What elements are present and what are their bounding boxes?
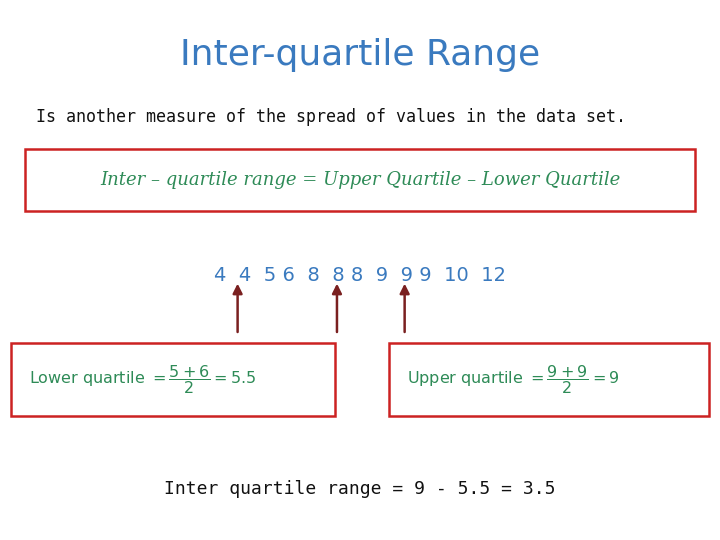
Text: Is another measure of the spread of values in the data set.: Is another measure of the spread of valu… [36, 108, 626, 126]
Text: Lower quartile $= \dfrac{5+6}{2} = 5.5$: Lower quartile $= \dfrac{5+6}{2} = 5.5$ [29, 363, 256, 396]
Text: Inter-quartile Range: Inter-quartile Range [180, 38, 540, 72]
FancyBboxPatch shape [389, 343, 709, 416]
FancyBboxPatch shape [11, 343, 335, 416]
Text: 4  4  5 6  8  8 8  9  9 9  10  12: 4 4 5 6 8 8 8 9 9 9 10 12 [214, 266, 506, 285]
Text: Upper quartile $= \dfrac{9+9}{2} = 9$: Upper quartile $= \dfrac{9+9}{2} = 9$ [407, 363, 619, 396]
FancyBboxPatch shape [25, 148, 695, 211]
Text: Inter quartile range = 9 - 5.5 = 3.5: Inter quartile range = 9 - 5.5 = 3.5 [164, 480, 556, 498]
Text: Inter – quartile range = Upper Quartile – Lower Quartile: Inter – quartile range = Upper Quartile … [100, 171, 620, 188]
